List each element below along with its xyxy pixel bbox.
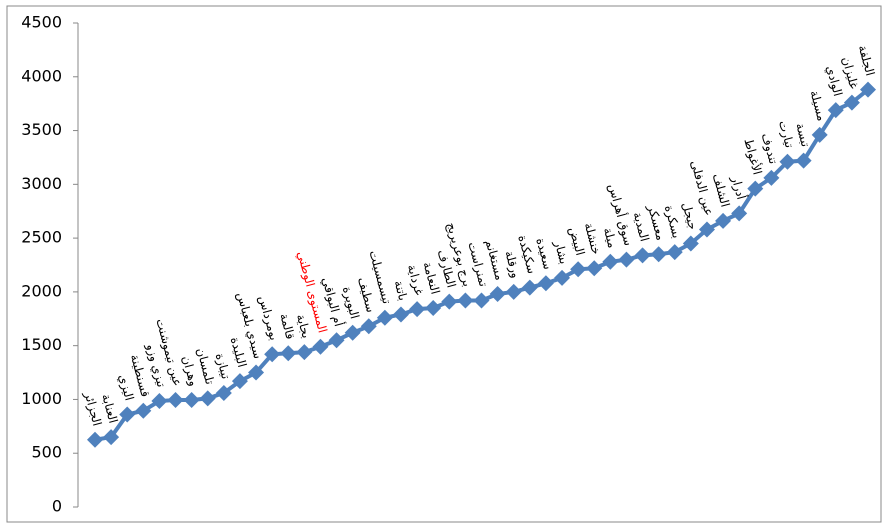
marker bbox=[537, 275, 554, 292]
marker bbox=[183, 391, 200, 408]
marker bbox=[521, 279, 538, 296]
marker bbox=[376, 309, 393, 326]
y-tick-label: 2500 bbox=[21, 228, 62, 247]
marker bbox=[248, 364, 265, 381]
y-tick-label: 2000 bbox=[21, 281, 62, 300]
marker bbox=[698, 221, 715, 238]
marker bbox=[457, 292, 474, 309]
marker bbox=[811, 126, 828, 143]
data-label: باتنة bbox=[391, 279, 410, 302]
marker bbox=[425, 300, 442, 317]
marker bbox=[715, 212, 732, 229]
marker bbox=[360, 318, 377, 335]
marker bbox=[231, 373, 248, 390]
marker bbox=[167, 391, 184, 408]
y-tick-label: 1000 bbox=[21, 389, 62, 408]
marker bbox=[151, 393, 168, 410]
marker bbox=[602, 253, 619, 270]
marker bbox=[860, 81, 876, 98]
marker bbox=[103, 429, 120, 446]
marker bbox=[795, 152, 812, 169]
marker bbox=[731, 205, 748, 222]
data-label: ميلة bbox=[601, 226, 620, 249]
marker bbox=[473, 292, 490, 309]
y-tick-label: 500 bbox=[31, 443, 62, 462]
y-tick-label: 3000 bbox=[21, 174, 62, 193]
marker bbox=[666, 244, 683, 261]
marker bbox=[586, 260, 603, 277]
marker bbox=[779, 153, 796, 170]
marker bbox=[87, 431, 103, 448]
marker bbox=[634, 247, 651, 264]
marker bbox=[747, 180, 764, 197]
data-label: قالمة bbox=[277, 312, 297, 341]
y-tick-label: 0 bbox=[52, 497, 62, 516]
marker bbox=[280, 345, 297, 362]
data-label: جيجل bbox=[679, 201, 700, 232]
data-label: تبسة bbox=[793, 121, 813, 148]
y-tick-label: 3500 bbox=[21, 120, 62, 139]
marker bbox=[312, 338, 329, 355]
marker bbox=[135, 402, 152, 419]
y-tick-label: 4500 bbox=[21, 13, 62, 32]
marker bbox=[618, 251, 635, 268]
marker bbox=[119, 406, 136, 423]
marker bbox=[489, 286, 506, 303]
data-label: بجاية bbox=[294, 312, 314, 339]
marker bbox=[763, 169, 780, 186]
marker bbox=[409, 301, 426, 318]
marker bbox=[392, 306, 409, 323]
marker bbox=[215, 384, 232, 401]
marker bbox=[328, 332, 345, 349]
marker bbox=[264, 346, 281, 363]
marker bbox=[344, 324, 361, 341]
marker bbox=[199, 390, 216, 407]
marker bbox=[682, 235, 699, 252]
marker bbox=[827, 102, 844, 119]
marker bbox=[505, 283, 522, 300]
marker bbox=[441, 293, 458, 310]
chart-border bbox=[6, 5, 882, 523]
y-tick-label: 4000 bbox=[21, 66, 62, 85]
marker bbox=[843, 94, 860, 111]
marker bbox=[554, 269, 571, 286]
y-tick-label: 1500 bbox=[21, 335, 62, 354]
marker bbox=[650, 246, 667, 263]
marker bbox=[296, 344, 313, 361]
marker bbox=[570, 261, 587, 278]
